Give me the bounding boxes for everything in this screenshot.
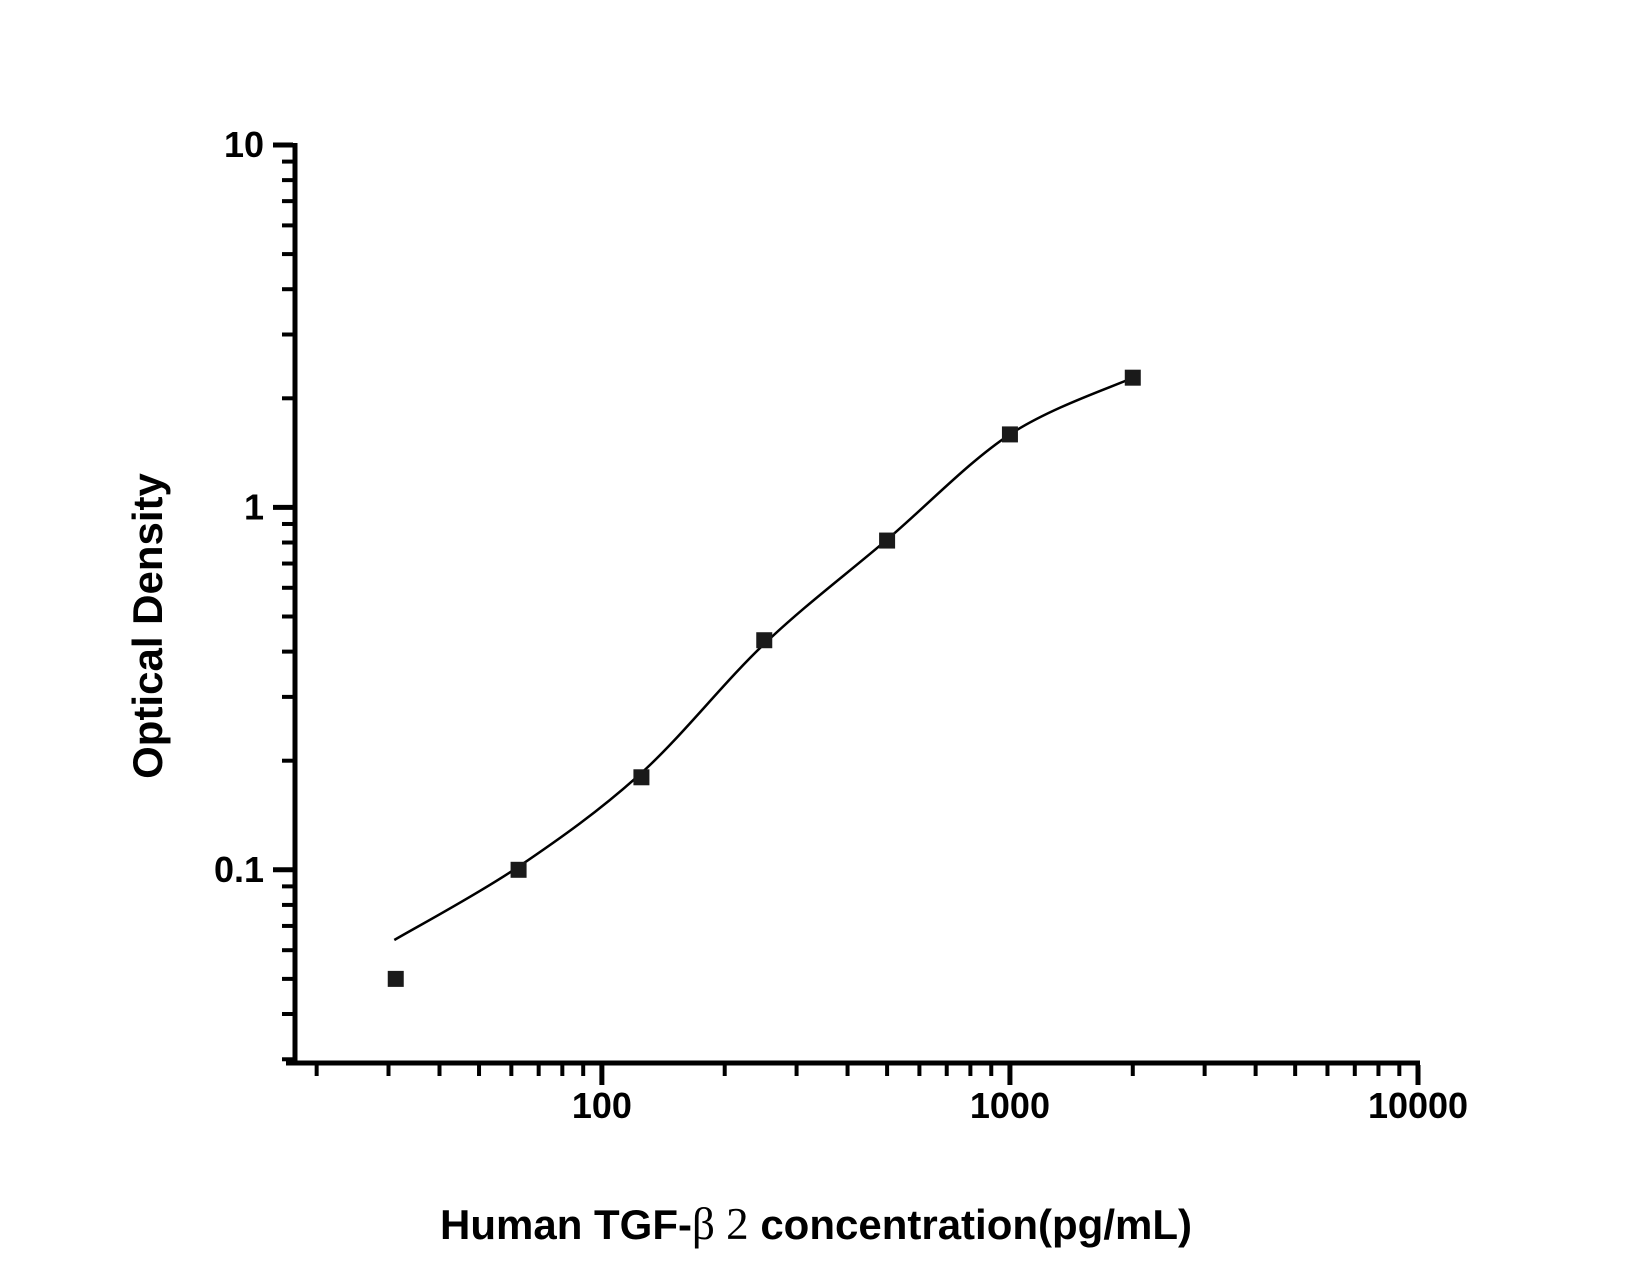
x-axis-title-greek: β 2 bbox=[692, 1199, 749, 1249]
y-axis-tick-label: 1 bbox=[244, 486, 264, 527]
x-axis-title-prefix: Human TGF- bbox=[440, 1201, 692, 1248]
y-axis-title: Optical Density bbox=[124, 473, 171, 779]
data-point-marker bbox=[1124, 369, 1141, 386]
data-point-marker bbox=[510, 861, 527, 878]
data-point-marker bbox=[387, 970, 404, 987]
data-point-marker bbox=[633, 769, 650, 786]
y-axis-tick-label: 0.1 bbox=[214, 849, 264, 890]
x-axis-tick-label: 100 bbox=[572, 1085, 632, 1126]
x-axis-title: Human TGF-β 2 concentration(pg/mL) bbox=[0, 1198, 1632, 1250]
y-axis-tick-label: 10 bbox=[224, 124, 264, 165]
x-axis-title-suffix: concentration(pg/mL) bbox=[748, 1201, 1192, 1248]
fit-curve-line bbox=[393, 376, 1134, 942]
x-axis-tick-label: 10000 bbox=[1368, 1085, 1468, 1126]
x-axis-tick-label: 1000 bbox=[970, 1085, 1050, 1126]
data-point-marker bbox=[1001, 426, 1018, 443]
data-point-marker bbox=[879, 532, 896, 549]
data-point-marker bbox=[756, 632, 773, 649]
